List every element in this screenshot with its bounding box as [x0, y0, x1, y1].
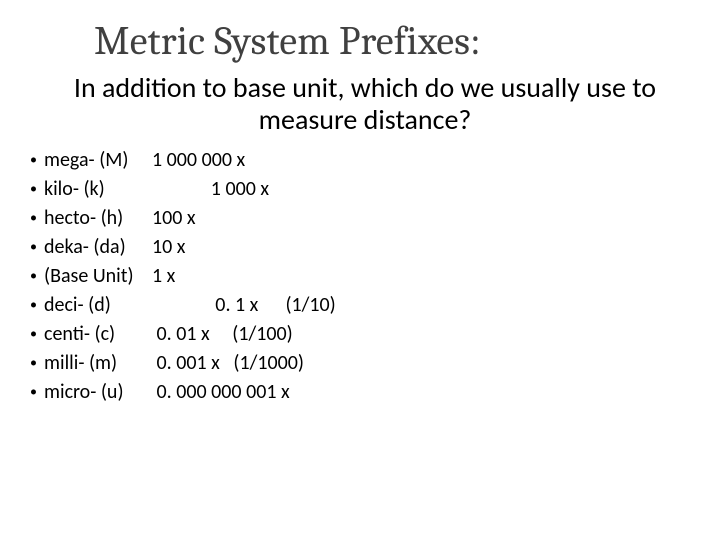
prefix-value: 0. 1 x (1/10) — [152, 291, 720, 320]
bullet-icon: • — [30, 349, 44, 373]
prefix-label: hecto- (h) — [44, 204, 152, 233]
prefix-value: 1 000 000 x — [152, 146, 720, 175]
prefix-label: milli- (m) — [44, 349, 152, 378]
prefix-label: deka- (da) — [44, 233, 152, 262]
prefix-value: 0. 01 x (1/100) — [152, 320, 720, 349]
list-item: • deka- (da) 10 x — [30, 233, 720, 262]
bullet-icon: • — [30, 320, 44, 344]
prefix-value: 0. 000 000 001 x — [152, 378, 720, 407]
bullet-icon: • — [30, 291, 44, 315]
list-item: • centi- (c) 0. 01 x (1/100) — [30, 320, 720, 349]
list-item: • deci- (d) 0. 1 x (1/10) — [30, 291, 720, 320]
prefix-value: 1 x — [152, 262, 720, 291]
list-item: • kilo- (k) 1 000 x — [30, 175, 720, 204]
prefix-label: centi- (c) — [44, 320, 152, 349]
bullet-icon: • — [30, 146, 44, 170]
prefix-label: deci- (d) — [44, 291, 152, 320]
bullet-icon: • — [30, 233, 44, 257]
prefix-value: 10 x — [152, 233, 720, 262]
bullet-icon: • — [30, 204, 44, 228]
prefix-value: 1 000 x — [152, 175, 720, 204]
list-item: • micro- (u) 0. 000 000 001 x — [30, 378, 720, 407]
prefix-value: 100 x — [152, 204, 720, 233]
bullet-icon: • — [30, 378, 44, 402]
list-item: • milli- (m) 0. 001 x (1/1000) — [30, 349, 720, 378]
prefix-label: mega- (M) — [44, 146, 152, 175]
list-item: • (Base Unit) 1 x — [30, 262, 720, 291]
prefix-label: micro- (u) — [44, 378, 152, 407]
prefix-list: • mega- (M) 1 000 000 x • kilo- (k) 1 00… — [0, 136, 720, 407]
bullet-icon: • — [30, 262, 44, 286]
prefix-label: kilo- (k) — [44, 175, 152, 204]
prefix-label: (Base Unit) — [44, 262, 152, 291]
prefix-value: 0. 001 x (1/1000) — [152, 349, 720, 378]
slide-subtitle: In addition to base unit, which do we us… — [0, 64, 720, 136]
list-item: • hecto- (h) 100 x — [30, 204, 720, 233]
slide: Metric System Prefixes: In addition to b… — [0, 0, 720, 540]
bullet-icon: • — [30, 175, 44, 199]
slide-title: Metric System Prefixes: — [0, 0, 720, 64]
list-item: • mega- (M) 1 000 000 x — [30, 146, 720, 175]
